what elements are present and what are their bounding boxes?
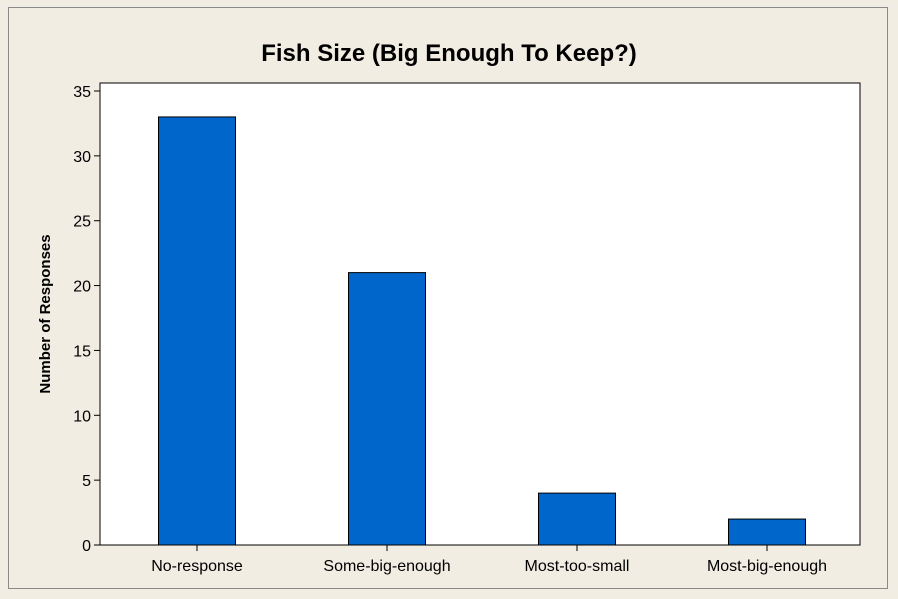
y-tick-label: 30 — [73, 149, 91, 166]
bars — [158, 116, 806, 546]
y-tick-label: 10 — [73, 408, 91, 425]
y-tick-label: 35 — [73, 84, 91, 101]
bar-most-big-enough — [728, 518, 806, 546]
bar-some-big-enough — [348, 272, 426, 546]
x-axis: No-response Some-big-enough Most-too-small… — [151, 545, 827, 575]
x-tick-label: No-response — [151, 558, 243, 575]
y-axis-label: Number of Responses — [37, 234, 54, 393]
y-tick-label: 5 — [82, 473, 91, 490]
bar-most-too-small — [538, 492, 616, 546]
y-axis: 0 5 10 15 20 25 30 35 — [73, 84, 100, 555]
y-tick-label: 20 — [73, 279, 91, 296]
chart-title: Fish Size (Big Enough To Keep?) — [261, 40, 637, 67]
x-tick-label: Most-big-enough — [707, 558, 827, 575]
bar-no-response — [158, 116, 236, 546]
y-tick-label: 25 — [73, 214, 91, 231]
x-tick-label: Most-too-small — [525, 558, 630, 575]
y-tick-label: 0 — [82, 538, 91, 555]
x-tick-label: Some-big-enough — [323, 558, 450, 575]
y-tick-label: 15 — [73, 343, 91, 360]
